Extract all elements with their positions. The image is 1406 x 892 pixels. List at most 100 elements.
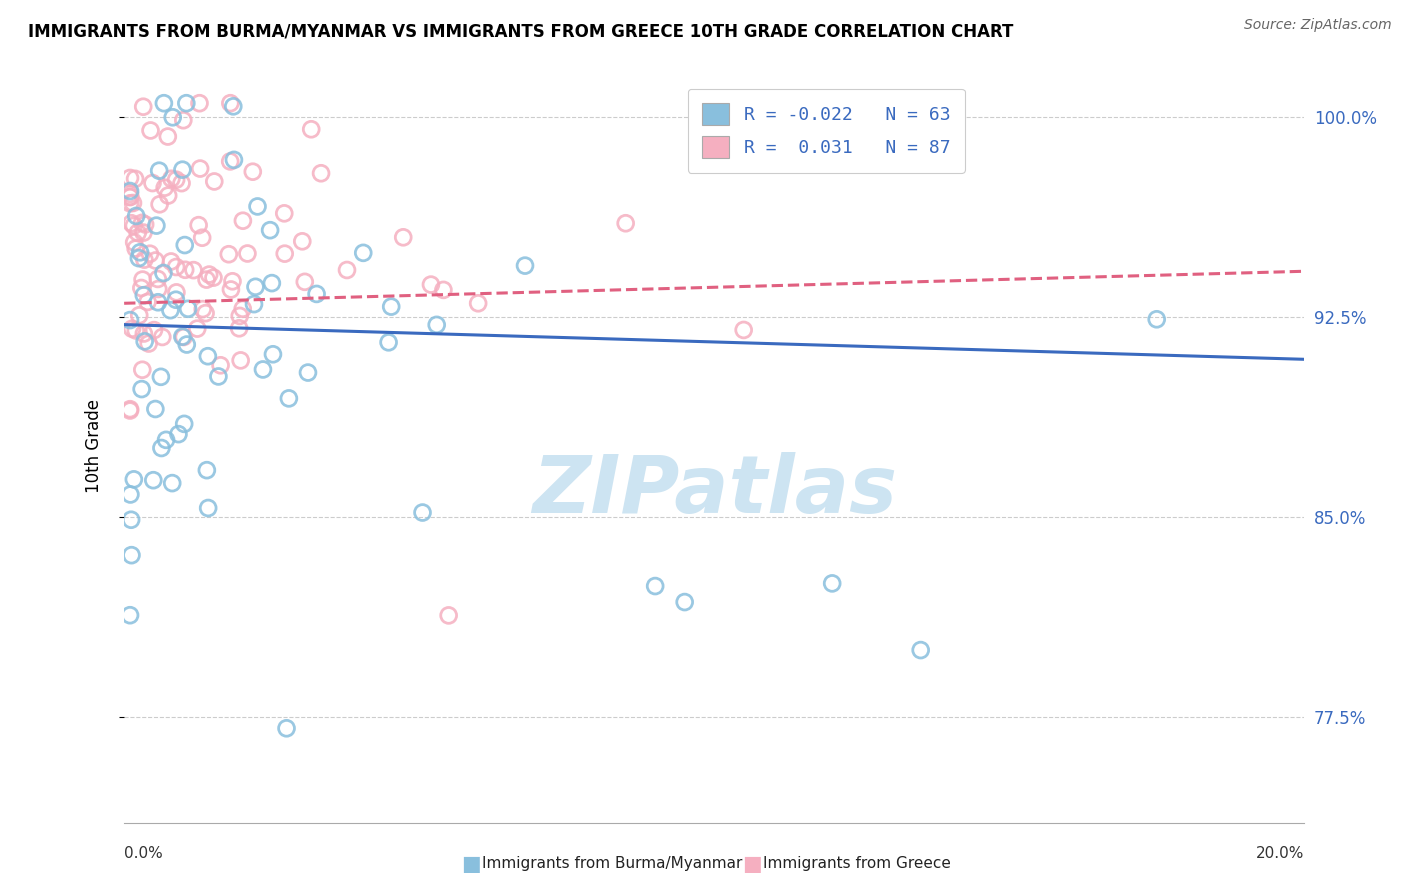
Point (131, 382, 153, 396)
Point (426, 318, 449, 332)
Point (132, 226, 155, 240)
Point (243, 297, 266, 311)
Point (118, 196, 141, 211)
Point (146, 295, 169, 310)
Point (245, 280, 267, 294)
Point (129, 245, 152, 260)
Point (142, 473, 165, 487)
Point (673, 595, 696, 609)
Point (156, 129, 179, 144)
Point (155, 433, 177, 447)
Point (195, 463, 218, 477)
Point (124, 242, 146, 256)
Point (207, 369, 229, 384)
Point (165, 285, 187, 300)
Point (165, 293, 187, 307)
Point (125, 209, 148, 223)
Point (186, 321, 208, 335)
Point (260, 276, 283, 290)
Point (733, 323, 755, 337)
Y-axis label: 10th Grade: 10th Grade (86, 399, 103, 493)
Point (127, 226, 149, 240)
Point (232, 213, 254, 227)
Point (122, 219, 145, 233)
Point (821, 576, 844, 591)
Point (259, 223, 281, 237)
Point (222, 153, 245, 167)
Point (136, 294, 159, 309)
Point (197, 349, 219, 363)
Point (392, 230, 415, 244)
Point (229, 309, 252, 323)
Point (252, 362, 274, 376)
Point (122, 196, 145, 211)
Point (120, 513, 142, 527)
Point (150, 441, 173, 455)
Point (437, 608, 460, 623)
Point (336, 263, 359, 277)
Point (148, 282, 170, 296)
Point (195, 272, 218, 286)
Point (149, 197, 172, 211)
Point (191, 302, 214, 317)
Point (1146, 312, 1168, 326)
Point (150, 330, 173, 344)
Point (173, 417, 195, 431)
Point (131, 363, 153, 377)
Point (118, 313, 141, 327)
Point (420, 277, 443, 292)
Point (202, 174, 225, 188)
Point (134, 218, 156, 232)
Point (173, 330, 195, 344)
Text: Immigrants from Burma/Myanmar: Immigrants from Burma/Myanmar (482, 856, 742, 871)
Point (194, 306, 217, 320)
Point (165, 260, 187, 274)
Point (153, 180, 176, 194)
Point (614, 216, 637, 230)
Point (134, 252, 156, 267)
Point (176, 96, 198, 111)
Point (299, 122, 322, 136)
Point (219, 154, 242, 169)
Point (513, 259, 536, 273)
Point (188, 161, 211, 176)
Point (148, 163, 170, 178)
Point (134, 334, 156, 349)
Point (221, 274, 243, 288)
Point (138, 336, 160, 351)
Point (122, 235, 145, 250)
Point (274, 246, 297, 260)
Point (131, 272, 153, 286)
Point (291, 235, 314, 249)
Point (276, 721, 298, 735)
Point (432, 283, 454, 297)
Point (273, 206, 295, 220)
Point (153, 96, 176, 111)
Point (143, 323, 166, 337)
Point (198, 268, 221, 282)
Point (380, 300, 402, 314)
Point (139, 246, 162, 260)
Point (262, 347, 284, 361)
Point (122, 472, 145, 486)
Point (242, 164, 264, 178)
Point (128, 308, 150, 322)
Point (118, 190, 141, 204)
Point (118, 186, 141, 201)
Point (145, 219, 167, 233)
Point (228, 321, 250, 335)
Point (172, 329, 194, 343)
Point (159, 303, 181, 318)
Point (209, 359, 232, 373)
Point (377, 335, 399, 350)
Point (167, 427, 190, 442)
Point (160, 254, 183, 268)
Point (157, 188, 180, 202)
Point (132, 326, 155, 341)
Point (644, 579, 666, 593)
Point (132, 288, 155, 302)
Legend: R = -0.022   N = 63, R =  0.031   N = 87: R = -0.022 N = 63, R = 0.031 N = 87 (688, 89, 965, 173)
Point (121, 548, 143, 562)
Point (162, 110, 184, 124)
Point (352, 245, 374, 260)
